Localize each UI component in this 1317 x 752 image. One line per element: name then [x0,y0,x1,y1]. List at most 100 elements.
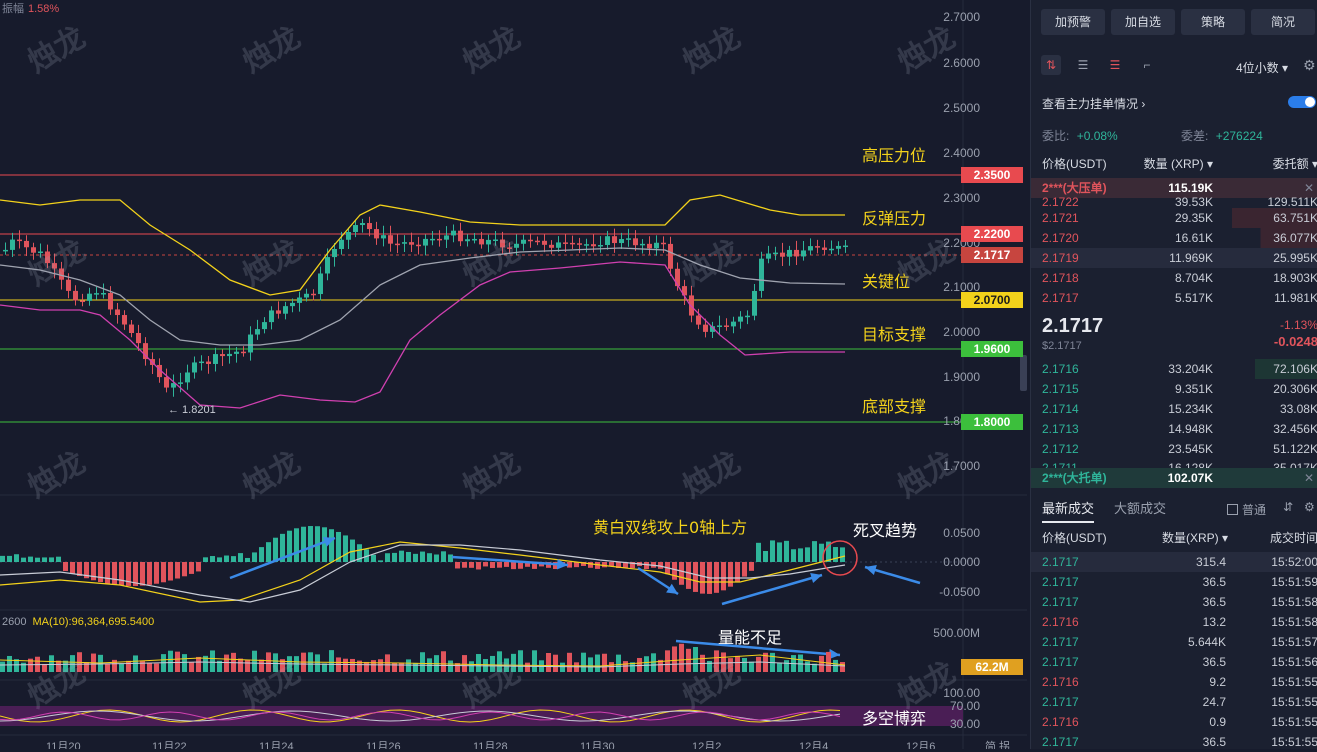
macd-histogram-bar [518,562,523,569]
candle-body [829,248,834,251]
asks-view-icon[interactable]: ☰ [1109,58,1121,72]
main-orders-link[interactable]: 查看主力挂单情况 › [1042,97,1146,111]
price-axis-label: 2.3000 [943,191,980,205]
normal-checkbox[interactable]: 普通 [1227,501,1266,518]
add-alert-button[interactable]: 加预警 [1041,9,1105,35]
trade-row[interactable]: 2.1716 0.9 15:51:55 [1031,712,1317,732]
big-bid-row[interactable]: 2***(大托单) 102.07K ✕ [1031,468,1317,488]
volume-bar [196,656,201,672]
macd-histogram-bar [210,556,215,562]
macd-histogram-bar [154,562,159,584]
candle-body [248,334,253,353]
bids-view-icon[interactable]: ☰ [1077,58,1089,72]
candle-body [773,252,778,255]
trade-price: 2.1717 [1042,655,1079,669]
candle-body [199,361,204,364]
settings-icon[interactable]: ⚙ [1304,500,1315,514]
ask-row[interactable]: 2.1722 39.53K 129.511K [1042,196,1317,208]
bid-row[interactable]: 2.1716 33.204K 72.106K [1031,359,1317,379]
trade-row[interactable]: 2.1717 24.7 15:51:55 [1031,692,1317,712]
qty-header[interactable]: 数量 (XRP) ▾ [1143,157,1213,171]
candle-body [514,243,519,248]
ask-row[interactable]: 2.1717 5.517K 11.981K [1042,291,1317,305]
volume-bar [588,657,593,672]
decimal-select[interactable]: 4位小数 ▾ [1236,61,1289,75]
x-axis-label: 12月2 [692,741,722,749]
macd-histogram-bar [287,530,292,562]
bid-row[interactable]: 2.1713 14.948K 32.456K [1042,422,1317,436]
filter-icon[interactable]: ⇵ [1283,500,1294,514]
big-ask-row[interactable]: 2***(大压单) 115.19K ✕ [1031,178,1317,198]
close-icon[interactable]: ✕ [1303,181,1314,195]
ask-row[interactable]: 2.1721 29.35K 63.751K [1031,208,1317,228]
close-icon[interactable]: ✕ [1303,471,1314,485]
trade-row[interactable]: 2.1717 36.5 15:51:58 [1031,592,1317,612]
trade-row[interactable]: 2.1716 13.2 15:51:58 [1031,612,1317,632]
trade-price: 2.1716 [1042,675,1079,689]
macd-axis-label: -0.0500 [939,585,980,599]
trade-row[interactable]: 2.1716 9.2 15:51:55 [1031,672,1317,692]
both-sides-view-icon[interactable]: ⇅ [1041,55,1061,75]
bid-row[interactable]: 2.1711 16.128K 35.017K [1042,461,1317,469]
price-tag-key: 2.0700 [961,292,1023,308]
last-price: 2.1717 [1042,315,1104,337]
bid-row[interactable]: 2.1714 15.234K 33.08K [1042,402,1317,416]
x-axis-label: 12月4 [799,741,829,749]
amplitude: 振幅 1.58% [2,3,60,15]
candle-body [192,362,197,373]
macd-histogram-bar [448,554,453,562]
price-header[interactable]: 价格(USDT) [1042,157,1107,171]
trade-row[interactable]: 2.1717 5.644K 15:51:57 [1031,632,1317,652]
volume-bar [812,663,817,672]
candle-body [185,372,190,383]
main-orders-toggle[interactable] [1288,96,1316,108]
candle-body [164,377,169,388]
macd-histogram-bar [294,528,299,562]
trade-row[interactable]: 2.1717 36.5 15:51:59 [1031,572,1317,592]
tab-large-trades[interactable]: 大额成交 [1114,501,1167,516]
ask-row[interactable]: 2.1718 8.704K 18.903K [1042,271,1317,285]
macd-histogram-bar [406,551,411,562]
trade-row[interactable]: 2.1717 315.4 15:52:00 [1031,552,1317,572]
bid-row[interactable]: 2.1712 23.545K 51.122K [1042,442,1317,456]
trade-price: 2.1717 [1042,635,1079,649]
tab-latest-trades[interactable]: 最新成交 [1042,498,1095,523]
depth-view-icon[interactable]: ⌐ [1143,58,1151,72]
macd-histogram-bar [791,549,796,562]
trade-row[interactable]: 2.1717 36.5 15:51:56 [1031,652,1317,672]
chart-area[interactable]: 振幅 1.58% 2.7000 2.6000 2.5000 2.4000 2.30… [0,0,1027,749]
candle-body [703,324,708,332]
trade-row[interactable]: 2.1717 36.5 15:51:55 [1031,732,1317,752]
overview-button[interactable]: 简况 [1251,9,1315,35]
price-axis-label: 2.1000 [943,280,980,294]
macd-histogram-bar [273,537,278,562]
candle-body [640,243,645,246]
trade-price: 2.1716 [1042,715,1079,729]
volume-bar [476,654,481,672]
candle-body [745,315,750,318]
ask-row[interactable]: 2.1720 16.61K 36.077K [1031,228,1317,248]
annotation-high-resistance: 高压力位 [862,146,927,165]
macd-histogram-bar [119,562,124,586]
macd-histogram-bar [70,562,75,574]
candlestick-chart[interactable] [0,0,1027,749]
candle-body [563,242,568,244]
add-watchlist-button[interactable]: 加自选 [1111,9,1175,35]
macd-histogram-bar [609,562,614,567]
volume-bar [315,654,320,672]
ask-row[interactable]: 2.1719 11.969K 25.995K [1031,248,1317,268]
macd-histogram-bar [588,562,593,568]
volume-bar [238,658,243,672]
total-header[interactable]: 委托额 ▾ [1272,157,1317,171]
price-axis-label: 2.7000 [943,10,980,24]
candle-body [549,244,554,248]
volume-bar [252,650,257,672]
checkbox-icon[interactable] [1227,504,1238,515]
candle-body [633,238,638,246]
candle-body [787,249,792,257]
strategy-button[interactable]: 策略 [1181,9,1245,35]
bid-row[interactable]: 2.1715 9.351K 20.306K [1042,382,1317,396]
price-tag-bottom-support: 1.8000 [961,414,1023,430]
settings-icon[interactable]: ⚙ [1303,57,1316,73]
candle-body [437,238,442,241]
